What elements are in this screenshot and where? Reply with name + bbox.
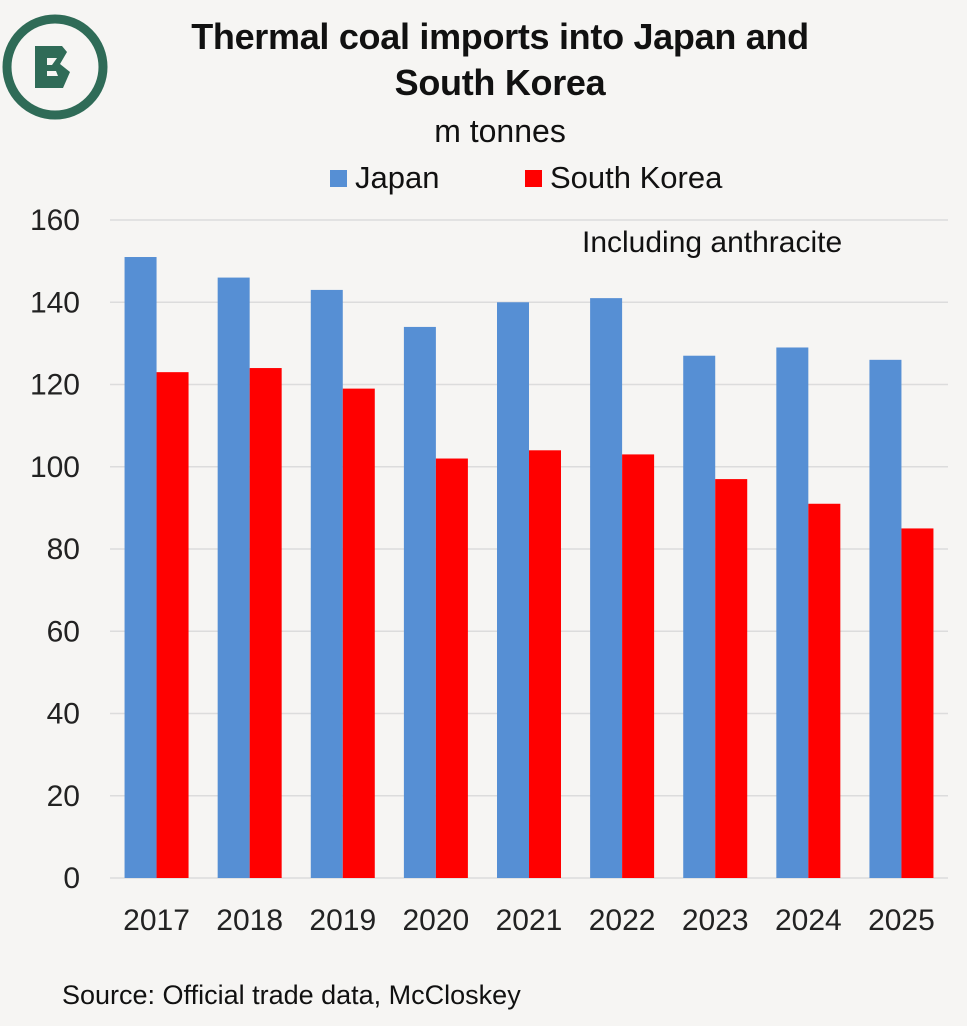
y-tick-label: 100: [30, 451, 80, 484]
x-axis-tick-labels: 2017 2018 2019 2020 2021 2022 2023 2024 2025: [123, 904, 935, 937]
legend-swatch-south-korea: [525, 169, 542, 187]
y-tick-label: 20: [47, 780, 80, 813]
chart-title-line-2: South Korea: [394, 62, 606, 103]
bar-south-korea-2019: [342, 388, 375, 878]
source-note: Source: Official trade data, McCloskey: [62, 980, 521, 1010]
y-tick-label: 40: [47, 698, 80, 731]
bar-south-korea-2023: [715, 479, 748, 878]
bar-japan-2025: [869, 359, 902, 878]
chart-annotation: Including anthracite: [582, 226, 842, 259]
bar-japan-2022: [590, 298, 623, 878]
bar-south-korea-2020: [435, 458, 468, 878]
bar-japan-2019: [310, 289, 343, 879]
x-tick-label: 2025: [868, 904, 935, 937]
legend-item-japan: Japan: [330, 158, 439, 198]
bar-south-korea-2024: [808, 503, 841, 878]
legend-item-south-korea: South Korea: [525, 158, 722, 198]
bar-japan-2018: [217, 277, 250, 878]
y-tick-label: 140: [30, 286, 80, 319]
bar-south-korea-2018: [249, 368, 282, 878]
y-tick-label: 160: [30, 204, 80, 237]
y-tick-label: 0: [63, 862, 80, 895]
x-tick-label: 2019: [309, 904, 376, 937]
x-tick-label: 2021: [496, 904, 563, 937]
x-tick-label: 2020: [403, 904, 470, 937]
bar-south-korea-2025: [901, 528, 934, 878]
bar-japan-2023: [683, 355, 716, 878]
bar-japan-2024: [776, 347, 809, 878]
bars: [124, 257, 934, 879]
x-tick-label: 2023: [682, 904, 749, 937]
x-tick-label: 2018: [216, 904, 283, 937]
bar-south-korea-2022: [622, 454, 655, 878]
chart-title-line-1: Thermal coal imports into Japan and: [191, 16, 809, 57]
bar-japan-2021: [497, 302, 529, 878]
y-tick-label: 60: [47, 615, 80, 648]
bar-japan-2017: [124, 257, 157, 878]
y-axis-tick-labels: 0 20 40 60 80 100 120 140 160: [30, 204, 80, 895]
bar-south-korea-2021: [529, 450, 561, 878]
chart-subtitle: m tonnes: [434, 113, 566, 149]
x-tick-label: 2022: [589, 904, 656, 937]
legend-swatch-japan: [330, 169, 347, 187]
legend-label-south-korea: South Korea: [550, 160, 723, 195]
bar-japan-2020: [403, 326, 436, 878]
bar-south-korea-2017: [156, 372, 189, 878]
y-tick-label: 120: [30, 369, 80, 402]
y-tick-label: 80: [47, 533, 80, 566]
x-tick-label: 2024: [775, 904, 842, 937]
legend-label-japan: Japan: [355, 160, 440, 195]
x-tick-label: 2017: [123, 904, 190, 937]
logo-icon: [2, 14, 108, 120]
